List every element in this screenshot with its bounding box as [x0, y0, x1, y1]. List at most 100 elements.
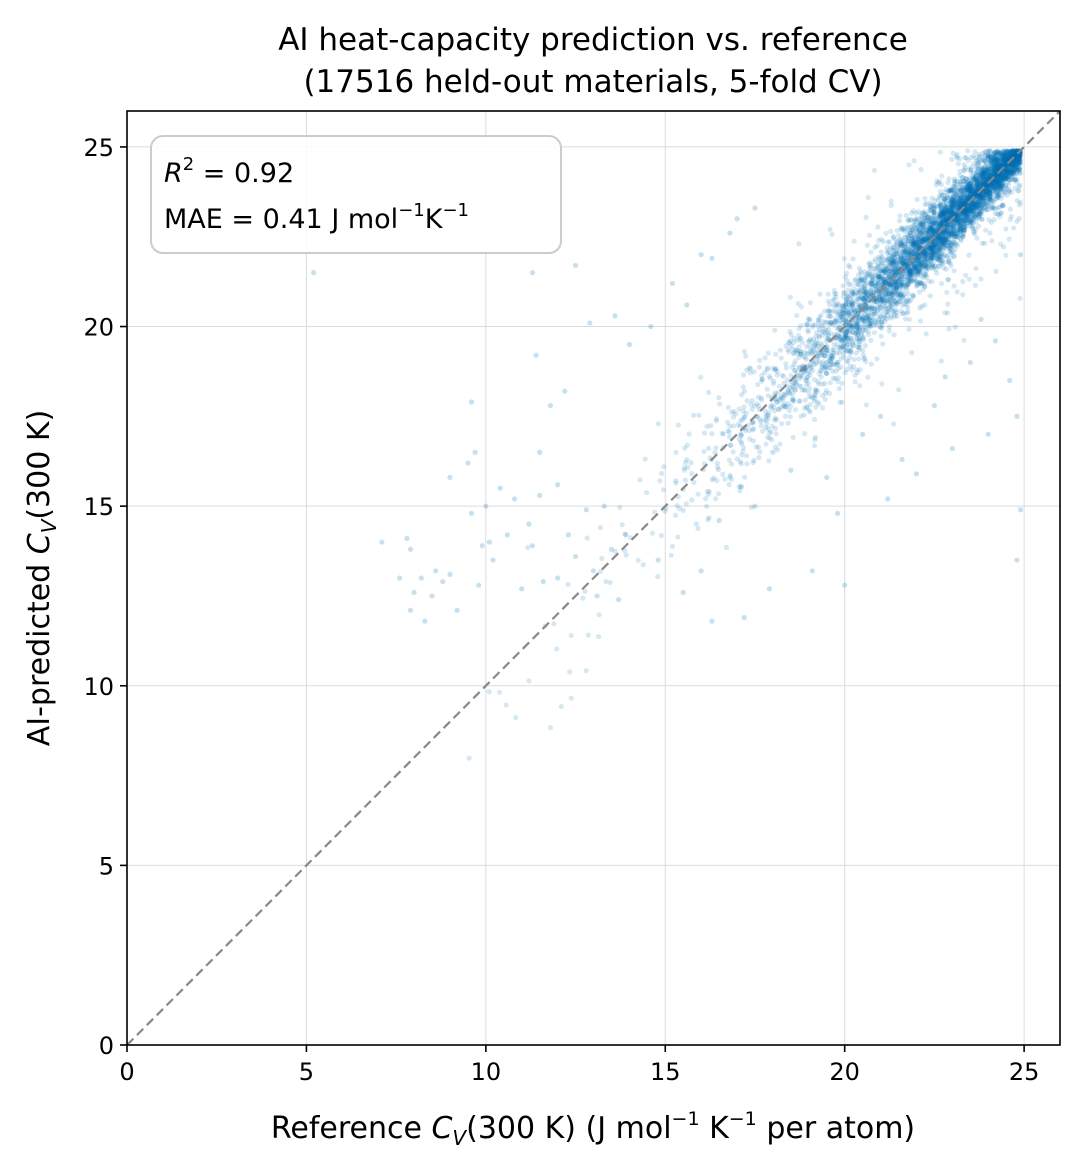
data-point — [960, 292, 966, 298]
data-point — [879, 296, 886, 303]
data-point — [1006, 173, 1012, 179]
data-point — [935, 247, 942, 254]
data-point — [682, 445, 688, 451]
data-point — [1006, 177, 1012, 184]
data-point — [925, 232, 931, 238]
data-point — [875, 254, 882, 260]
data-point — [736, 436, 742, 442]
data-point — [1002, 177, 1008, 183]
data-point — [844, 366, 850, 373]
data-point — [673, 512, 679, 518]
data-point — [805, 316, 812, 322]
data-point — [466, 755, 472, 761]
data-point — [704, 488, 711, 494]
data-point — [1009, 168, 1015, 174]
data-point — [790, 396, 796, 402]
data-point — [961, 337, 967, 343]
data-point — [929, 254, 935, 260]
data-point — [944, 289, 950, 295]
data-point — [836, 386, 843, 392]
data-point — [680, 507, 686, 513]
data-point — [849, 302, 855, 308]
data-point — [919, 303, 925, 309]
data-point — [714, 460, 720, 466]
data-point — [966, 252, 972, 258]
data-point — [904, 287, 910, 293]
data-point — [649, 530, 656, 536]
data-point — [935, 180, 942, 186]
data-point — [929, 206, 935, 212]
data-point — [878, 304, 884, 311]
data-point — [874, 243, 880, 249]
data-point — [973, 205, 979, 211]
data-point — [992, 187, 999, 193]
data-point — [1004, 167, 1010, 173]
data-point — [681, 467, 688, 473]
data-point — [759, 376, 766, 382]
data-point — [1009, 169, 1016, 175]
data-point — [957, 203, 963, 209]
data-point — [896, 387, 902, 393]
data-point — [904, 281, 910, 287]
data-point — [951, 224, 957, 230]
data-point — [952, 233, 958, 240]
data-point — [938, 358, 944, 364]
data-point — [936, 219, 942, 226]
data-point — [763, 413, 770, 419]
data-point — [990, 195, 996, 201]
data-point — [867, 232, 873, 238]
data-point — [910, 242, 916, 248]
data-point — [950, 205, 956, 211]
data-point — [840, 337, 846, 343]
data-point — [992, 181, 998, 187]
data-point — [942, 209, 949, 215]
data-point — [865, 374, 871, 380]
data-point — [683, 501, 689, 507]
data-point — [989, 180, 995, 187]
data-point — [892, 260, 898, 266]
data-point — [891, 258, 897, 264]
data-point — [815, 340, 821, 346]
data-point — [802, 397, 808, 403]
data-point — [1002, 183, 1008, 189]
data-point — [856, 337, 863, 343]
data-point — [748, 504, 755, 510]
data-point — [840, 309, 846, 315]
data-point — [659, 470, 665, 477]
data-point — [991, 162, 997, 168]
data-point — [852, 379, 858, 385]
data-point — [796, 241, 802, 247]
data-point — [868, 324, 874, 330]
data-point — [932, 228, 938, 234]
data-point — [834, 350, 840, 356]
data-point — [880, 341, 886, 347]
data-point — [994, 189, 1000, 195]
data-point — [1017, 153, 1023, 159]
data-point — [934, 219, 940, 226]
data-point — [917, 318, 924, 324]
data-point — [865, 194, 871, 200]
data-point — [958, 187, 964, 193]
data-point — [623, 552, 629, 558]
data-point — [985, 164, 991, 170]
data-point — [703, 496, 709, 502]
data-point — [952, 197, 958, 203]
data-point — [940, 248, 946, 254]
data-point — [844, 278, 850, 284]
data-point — [978, 193, 984, 199]
data-point — [964, 186, 970, 192]
data-point — [838, 364, 844, 370]
data-point — [979, 198, 985, 204]
data-point — [891, 421, 897, 427]
data-point — [989, 157, 996, 164]
data-point — [655, 421, 661, 427]
data-point — [831, 341, 837, 348]
data-point — [813, 343, 819, 349]
data-point — [729, 461, 735, 467]
data-point — [955, 201, 961, 207]
data-point — [762, 355, 768, 361]
data-point — [770, 381, 777, 387]
data-point — [1006, 152, 1013, 158]
data-point — [675, 422, 682, 428]
